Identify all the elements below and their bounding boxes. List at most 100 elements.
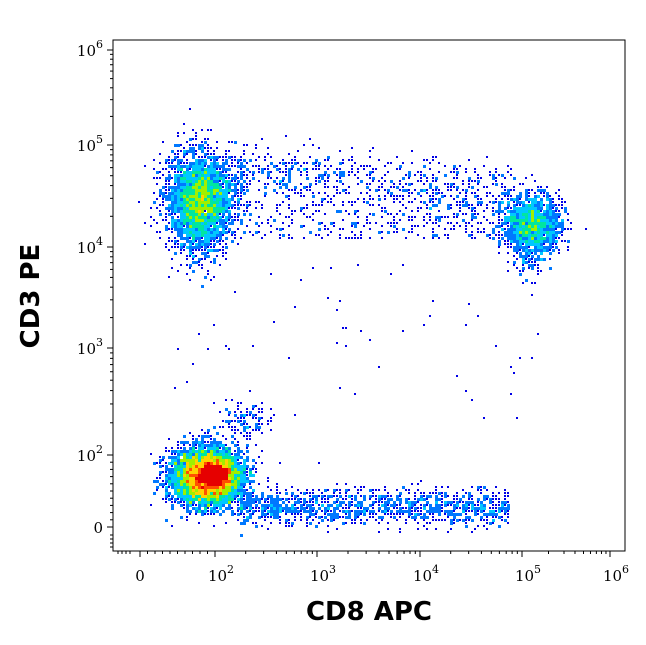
event-dot <box>192 489 195 492</box>
event-dot <box>492 210 494 212</box>
event-dot <box>192 144 194 146</box>
event-dot <box>528 258 531 261</box>
event-dot <box>201 429 203 431</box>
event-dot <box>300 183 302 185</box>
event-dot <box>546 219 549 222</box>
event-dot <box>165 219 167 221</box>
event-dot <box>180 441 183 444</box>
event-dot <box>192 243 194 245</box>
event-dot <box>495 513 498 516</box>
event-dot <box>507 222 509 224</box>
event-dot <box>315 177 317 179</box>
event-dot <box>438 192 440 194</box>
event-dot <box>522 225 525 228</box>
event-dot <box>213 495 216 498</box>
event-dot <box>492 174 495 177</box>
event-dot <box>471 207 474 210</box>
event-dot <box>246 507 248 509</box>
event-dot <box>195 174 198 177</box>
event-dot <box>168 171 170 173</box>
event-dot <box>477 231 479 233</box>
event-dot <box>432 180 434 182</box>
event-dot <box>324 213 326 215</box>
event-dot <box>357 183 359 185</box>
event-dot <box>447 183 449 185</box>
event-dot <box>189 279 191 281</box>
event-dot <box>450 510 453 513</box>
event-dot <box>315 180 317 182</box>
event-dot <box>216 195 219 198</box>
event-dot <box>555 243 557 245</box>
event-dot <box>189 453 192 456</box>
event-dot <box>489 174 491 176</box>
event-dot <box>555 228 557 230</box>
event-dot <box>546 225 549 228</box>
event-dot <box>465 195 467 197</box>
event-dot <box>429 198 432 201</box>
event-dot <box>330 513 333 516</box>
event-dot <box>168 249 170 251</box>
event-dot <box>531 243 534 246</box>
event-dot <box>219 468 222 471</box>
event-dot <box>369 495 372 498</box>
event-dot <box>441 510 443 512</box>
event-dot <box>249 504 252 507</box>
event-dot <box>525 240 528 243</box>
event-dot <box>258 168 260 170</box>
event-dot <box>321 237 323 239</box>
event-dot <box>204 210 206 212</box>
event-dot <box>387 222 389 224</box>
event-dot <box>507 516 509 518</box>
event-dot <box>210 447 213 450</box>
event-dot <box>306 168 308 170</box>
event-dot <box>321 204 323 206</box>
event-dot <box>342 162 344 164</box>
event-dot <box>222 240 224 242</box>
event-dot <box>387 162 389 164</box>
event-dot <box>186 165 189 168</box>
event-dot <box>393 216 395 218</box>
event-dot <box>543 246 546 249</box>
event-dot <box>510 237 513 240</box>
event-dot <box>246 450 249 453</box>
event-dot <box>360 165 362 167</box>
event-dot <box>192 222 195 225</box>
event-dot <box>279 237 281 239</box>
event-dot <box>531 231 534 234</box>
event-dot <box>165 216 167 218</box>
event-dot <box>216 240 219 243</box>
event-dot <box>159 477 161 479</box>
event-dot <box>501 519 503 521</box>
event-dot <box>507 225 509 227</box>
event-dot <box>156 171 159 174</box>
event-dot <box>453 183 455 185</box>
event-dot <box>477 177 479 179</box>
event-dot <box>486 156 488 158</box>
event-dot <box>309 189 311 191</box>
event-dot <box>240 186 243 189</box>
event-dot <box>432 195 434 197</box>
event-dot <box>531 228 534 231</box>
event-dot <box>177 171 179 173</box>
event-dot <box>198 189 201 192</box>
event-dot <box>192 486 195 489</box>
event-dot <box>156 183 158 185</box>
event-dot <box>246 492 249 495</box>
event-dot <box>435 519 437 521</box>
event-dot <box>225 198 228 201</box>
event-dot <box>396 231 398 233</box>
event-dot <box>516 252 518 254</box>
event-dot <box>450 222 452 224</box>
event-dot <box>204 156 206 158</box>
event-dot <box>171 504 174 507</box>
event-dot <box>450 513 453 516</box>
event-dot <box>450 228 452 230</box>
event-dot <box>213 210 216 213</box>
event-dot <box>219 219 222 222</box>
event-dot <box>213 486 216 489</box>
event-dot <box>468 204 470 206</box>
event-dot <box>429 492 431 494</box>
event-dot <box>303 498 306 501</box>
event-dot <box>330 519 333 522</box>
